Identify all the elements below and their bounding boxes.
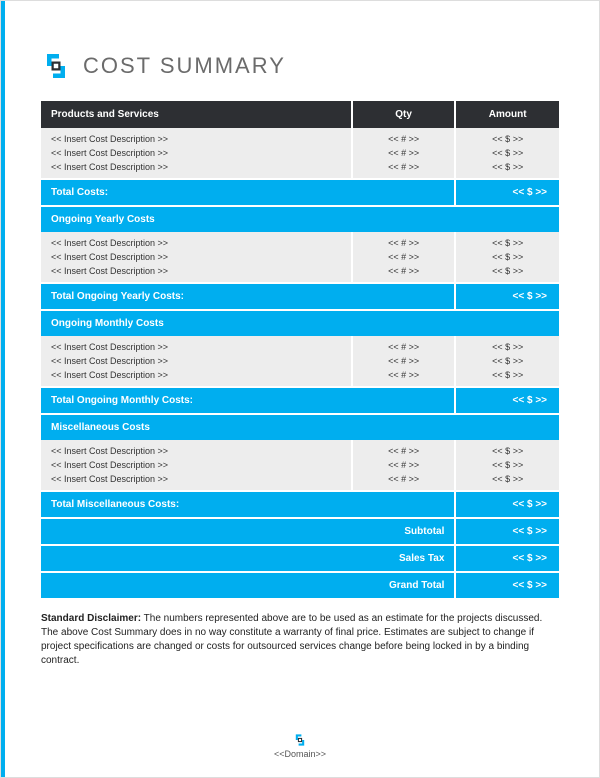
footer-logo-icon <box>293 733 307 747</box>
cell-desc: << Insert Cost Description >> <box>41 336 352 354</box>
cell-desc: << Insert Cost Description >> <box>41 440 352 458</box>
cell-desc: << Insert Cost Description >> <box>41 458 352 472</box>
table-row: << Insert Cost Description >><< # >><< $… <box>41 232 559 250</box>
section-heading: Ongoing Monthly Costs <box>41 310 559 336</box>
table-row: << Insert Cost Description >><< # >><< $… <box>41 336 559 354</box>
cost-table: Products and Services Qty Amount << Inse… <box>41 101 559 598</box>
cell-desc: << Insert Cost Description >> <box>41 232 352 250</box>
header-amount: Amount <box>455 101 559 128</box>
table-row: << Insert Cost Description >><< # >><< $… <box>41 472 559 491</box>
cell-desc: << Insert Cost Description >> <box>41 160 352 179</box>
section-total-amount: << $ >> <box>455 387 559 414</box>
section-total-amount: << $ >> <box>455 283 559 310</box>
table-row: << Insert Cost Description >><< # >><< $… <box>41 368 559 387</box>
summary-amount: << $ >> <box>455 572 559 598</box>
cell-amount: << $ >> <box>455 368 559 387</box>
section-heading-row: Ongoing Monthly Costs <box>41 310 559 336</box>
cell-qty: << # >> <box>352 264 456 283</box>
section-total-label: Total Ongoing Monthly Costs: <box>41 387 455 414</box>
section-total-amount: << $ >> <box>455 491 559 518</box>
cell-amount: << $ >> <box>455 250 559 264</box>
cell-desc: << Insert Cost Description >> <box>41 146 352 160</box>
cell-desc: << Insert Cost Description >> <box>41 368 352 387</box>
cell-qty: << # >> <box>352 472 456 491</box>
section-heading-row: Miscellaneous Costs <box>41 414 559 440</box>
section-heading-row: Ongoing Yearly Costs <box>41 206 559 232</box>
heading-row: COST SUMMARY <box>41 51 559 81</box>
table-header-row: Products and Services Qty Amount <box>41 101 559 128</box>
cell-desc: << Insert Cost Description >> <box>41 264 352 283</box>
summary-row: Sales Tax<< $ >> <box>41 545 559 572</box>
summary-label: Subtotal <box>41 518 455 545</box>
section-heading: Ongoing Yearly Costs <box>41 206 559 232</box>
table-row: << Insert Cost Description >><< # >><< $… <box>41 146 559 160</box>
section-total-amount: << $ >> <box>455 179 559 206</box>
footer-text: <<Domain>> <box>1 749 599 759</box>
logo-icon <box>41 51 71 81</box>
section-total-label: Total Ongoing Yearly Costs: <box>41 283 455 310</box>
cell-qty: << # >> <box>352 160 456 179</box>
disclaimer-label: Standard Disclaimer: <box>41 613 141 624</box>
table-row: << Insert Cost Description >><< # >><< $… <box>41 354 559 368</box>
section-heading: Miscellaneous Costs <box>41 414 559 440</box>
cell-qty: << # >> <box>352 368 456 387</box>
disclaimer: Standard Disclaimer: The numbers represe… <box>41 612 559 668</box>
cell-qty: << # >> <box>352 250 456 264</box>
cell-amount: << $ >> <box>455 440 559 458</box>
summary-amount: << $ >> <box>455 518 559 545</box>
section-total-row: Total Ongoing Yearly Costs:<< $ >> <box>41 283 559 310</box>
footer: <<Domain>> <box>1 733 599 759</box>
section-total-label: Total Costs: <box>41 179 455 206</box>
table-row: << Insert Cost Description >><< # >><< $… <box>41 128 559 146</box>
cell-amount: << $ >> <box>455 128 559 146</box>
cell-amount: << $ >> <box>455 160 559 179</box>
cell-qty: << # >> <box>352 336 456 354</box>
cell-qty: << # >> <box>352 440 456 458</box>
header-qty: Qty <box>352 101 456 128</box>
table-row: << Insert Cost Description >><< # >><< $… <box>41 160 559 179</box>
cell-desc: << Insert Cost Description >> <box>41 250 352 264</box>
section-total-row: Total Miscellaneous Costs:<< $ >> <box>41 491 559 518</box>
cell-amount: << $ >> <box>455 264 559 283</box>
summary-row: Grand Total<< $ >> <box>41 572 559 598</box>
summary-label: Sales Tax <box>41 545 455 572</box>
table-row: << Insert Cost Description >><< # >><< $… <box>41 250 559 264</box>
section-total-row: Total Ongoing Monthly Costs:<< $ >> <box>41 387 559 414</box>
table-row: << Insert Cost Description >><< # >><< $… <box>41 264 559 283</box>
header-desc: Products and Services <box>41 101 352 128</box>
cell-amount: << $ >> <box>455 146 559 160</box>
cell-amount: << $ >> <box>455 458 559 472</box>
cell-qty: << # >> <box>352 354 456 368</box>
section-total-label: Total Miscellaneous Costs: <box>41 491 455 518</box>
cell-amount: << $ >> <box>455 336 559 354</box>
summary-amount: << $ >> <box>455 545 559 572</box>
table-row: << Insert Cost Description >><< # >><< $… <box>41 458 559 472</box>
cell-qty: << # >> <box>352 232 456 250</box>
page-title: COST SUMMARY <box>83 53 286 79</box>
cell-qty: << # >> <box>352 128 456 146</box>
cell-desc: << Insert Cost Description >> <box>41 354 352 368</box>
cell-amount: << $ >> <box>455 232 559 250</box>
cell-qty: << # >> <box>352 458 456 472</box>
summary-row: Subtotal<< $ >> <box>41 518 559 545</box>
cell-desc: << Insert Cost Description >> <box>41 472 352 491</box>
summary-label: Grand Total <box>41 572 455 598</box>
accent-bar <box>1 1 5 777</box>
page-content: COST SUMMARY Products and Services Qty A… <box>1 1 599 688</box>
cell-qty: << # >> <box>352 146 456 160</box>
cell-desc: << Insert Cost Description >> <box>41 128 352 146</box>
table-row: << Insert Cost Description >><< # >><< $… <box>41 440 559 458</box>
cell-amount: << $ >> <box>455 472 559 491</box>
section-total-row: Total Costs:<< $ >> <box>41 179 559 206</box>
cell-amount: << $ >> <box>455 354 559 368</box>
